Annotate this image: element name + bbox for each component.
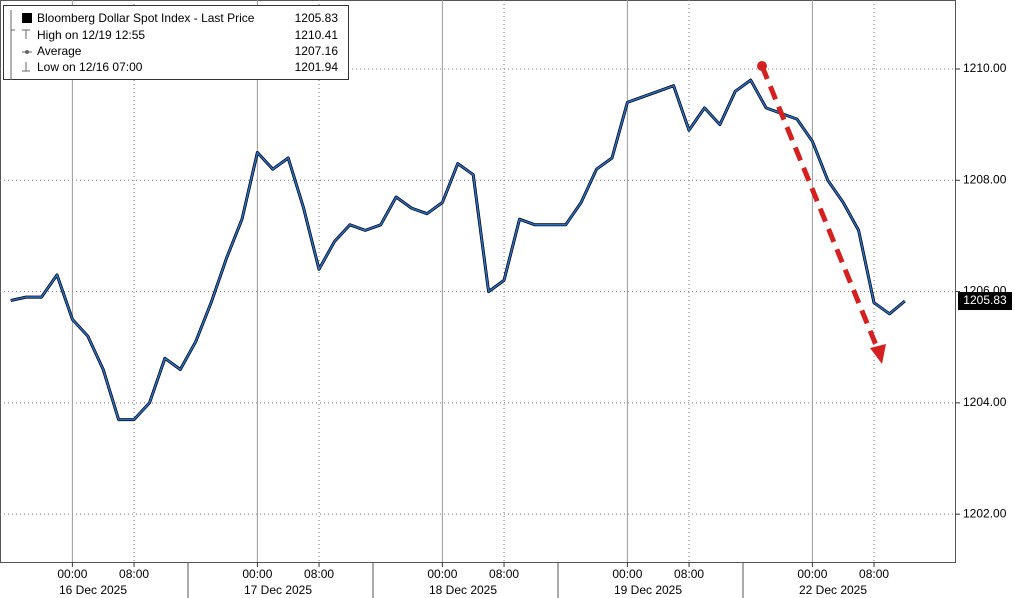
x-date-label: 19 Dec 2025: [614, 583, 682, 597]
x-tick-label: 00:00: [797, 567, 827, 581]
x-tick-label: 00:00: [242, 567, 272, 581]
legend-value: 1205.83: [295, 11, 339, 25]
legend-value: 1210.41: [295, 28, 339, 42]
x-tick-label: 00:00: [612, 567, 642, 581]
x-tick-label: 00:00: [57, 567, 87, 581]
y-tick-label: 1210.00: [963, 61, 1007, 75]
x-date-label: 22 Dec 2025: [799, 583, 867, 597]
x-tick-label: 08:00: [674, 567, 704, 581]
x-tick-label: 08:00: [489, 567, 519, 581]
price-line: [10, 79, 906, 421]
x-tick-label: 08:00: [859, 567, 889, 581]
legend-value: 1207.16: [295, 44, 339, 58]
x-tick-label: 00:00: [427, 567, 457, 581]
legend: Bloomberg Dollar Spot Index - Last Price…: [3, 5, 349, 80]
x-tick-label: 08:00: [304, 567, 334, 581]
legend-label: Average: [37, 44, 82, 58]
legend-value: 1201.94: [295, 60, 339, 74]
legend-label: High on 12/19 12:55: [37, 28, 145, 42]
x-date-label: 18 Dec 2025: [429, 583, 497, 597]
legend-label: Low on 12/16 07:00: [37, 60, 143, 74]
trend-arrow: [757, 61, 886, 364]
legend-label: Bloomberg Dollar Spot Index - Last Price: [37, 11, 255, 25]
last-price-label: 1205.83: [963, 293, 1007, 307]
plot-frame: [0, 0, 956, 563]
y-tick-label: 1204.00: [963, 395, 1007, 409]
last-price-tag: [958, 292, 1012, 311]
y-tick-label: 1202.00: [963, 506, 1007, 520]
x-tick-label: 08:00: [119, 567, 149, 581]
y-tick-label: 1208.00: [963, 172, 1007, 186]
x-date-label: 17 Dec 2025: [244, 583, 312, 597]
x-date-label: 16 Dec 2025: [59, 583, 127, 597]
